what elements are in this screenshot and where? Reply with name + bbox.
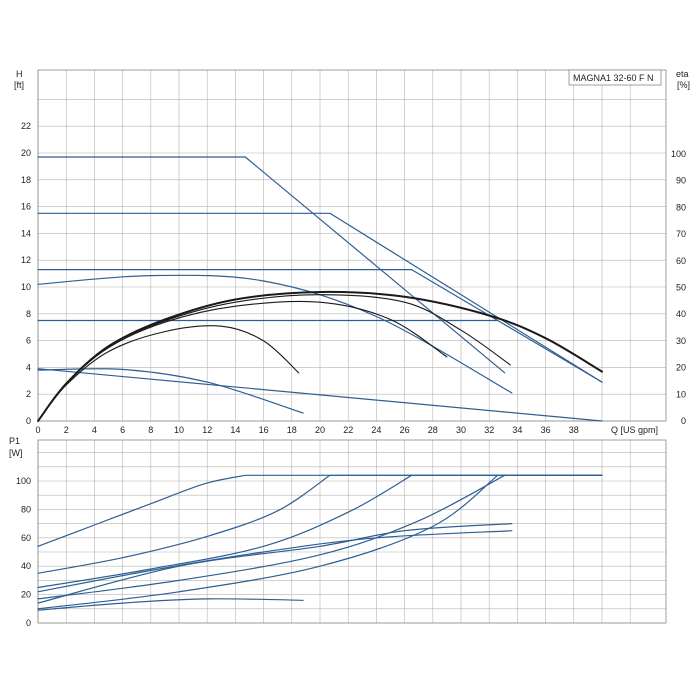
head-plot-frame (37, 69, 667, 422)
x-tick-label: 14 (230, 425, 240, 435)
head-efficiency-panel: 0 2 4 6 8 10 12 14 16 18 20 22 24 26 28 30 32 34 36 3802468… (14, 69, 690, 435)
power-curve (37, 474, 603, 600)
head-tick-label: 0 (26, 416, 31, 426)
power-curve (37, 474, 603, 574)
x-tick-label: 10 (174, 425, 184, 435)
efficiency-curve (37, 325, 300, 422)
power-curve (37, 523, 513, 604)
eta-tick-label: 10 (676, 389, 686, 399)
x-tick-label: 8 (148, 425, 153, 435)
eta-axis-label: eta (676, 69, 689, 79)
eta-tick-label: 20 (676, 363, 686, 373)
head-curve (37, 156, 506, 374)
power-axis-label: P1 (9, 436, 20, 446)
x-tick-label: 0 (35, 425, 40, 435)
eta-tick-label: 30 (676, 336, 686, 346)
x-tick-label: 18 (287, 425, 297, 435)
head-tick-label: 8 (26, 309, 31, 319)
x-tick-label: 24 (371, 425, 381, 435)
head-tick-label: 18 (21, 175, 31, 185)
chart-title: MAGNA1 32-60 F N (573, 73, 654, 83)
x-tick-label: 32 (484, 425, 494, 435)
eta-tick-label: 40 (676, 309, 686, 319)
efficiency-curve (37, 300, 448, 422)
head-axis-unit: [ft] (14, 80, 24, 90)
power-axis-unit: [W] (9, 448, 23, 458)
x-tick-label: 12 (202, 425, 212, 435)
power-curve (37, 474, 603, 547)
power-curve (37, 474, 603, 589)
x-tick-label: 4 (92, 425, 97, 435)
power-tick-label: 100 (16, 476, 31, 486)
eta-tick-label: 100 (671, 149, 686, 159)
x-tick-label: 26 (400, 425, 410, 435)
eta-tick-label: 70 (676, 229, 686, 239)
eta-tick-label: 60 (676, 256, 686, 266)
x-tick-label: 2 (64, 425, 69, 435)
eta-tick-label: 50 (676, 283, 686, 293)
x-tick-label: 22 (343, 425, 353, 435)
x-tick-label: 16 (259, 425, 269, 435)
power-tick-label: 0 (26, 618, 31, 628)
x-tick-label: 20 (315, 425, 325, 435)
head-tick-label: 16 (21, 202, 31, 212)
head-axis-label: H (16, 69, 23, 79)
head-tick-label: 12 (21, 255, 31, 265)
head-tick-label: 14 (21, 228, 31, 238)
x-tick-label: 6 (120, 425, 125, 435)
eta-axis-unit: [%] (677, 80, 690, 90)
head-tick-label: 22 (21, 121, 31, 131)
head-tick-label: 10 (21, 282, 31, 292)
head-curve (37, 269, 603, 383)
power-plot-frame (37, 439, 667, 624)
x-tick-label: 30 (456, 425, 466, 435)
power-curve (37, 474, 603, 610)
chart-title-box (568, 69, 662, 86)
power-tick-label: 60 (21, 533, 31, 543)
head-tick-label: 2 (26, 389, 31, 399)
flow-axis-label: Q [US gpm] (611, 425, 658, 435)
power-tick-label: 20 (21, 590, 31, 600)
head-tick-label: 4 (26, 362, 31, 372)
eta-tick-label: 0 (681, 416, 686, 426)
x-tick-label: 38 (569, 425, 579, 435)
power-tick-label: 80 (21, 504, 31, 514)
head-tick-label: 6 (26, 336, 31, 346)
power-curve (37, 530, 513, 593)
head-curve (37, 368, 603, 422)
power-curve (37, 598, 304, 611)
head-curve (37, 368, 304, 414)
head-tick-label: 20 (21, 148, 31, 158)
eta-tick-label: 80 (676, 202, 686, 212)
x-tick-label: 34 (512, 425, 522, 435)
x-tick-label: 28 (428, 425, 438, 435)
eta-tick-label: 90 (676, 176, 686, 186)
power-panel: 0 20 40 60 80 100 P1 [W] (9, 436, 667, 628)
power-tick-label: 40 (21, 561, 31, 571)
x-tick-label: 36 (541, 425, 551, 435)
head-curve (37, 212, 603, 383)
